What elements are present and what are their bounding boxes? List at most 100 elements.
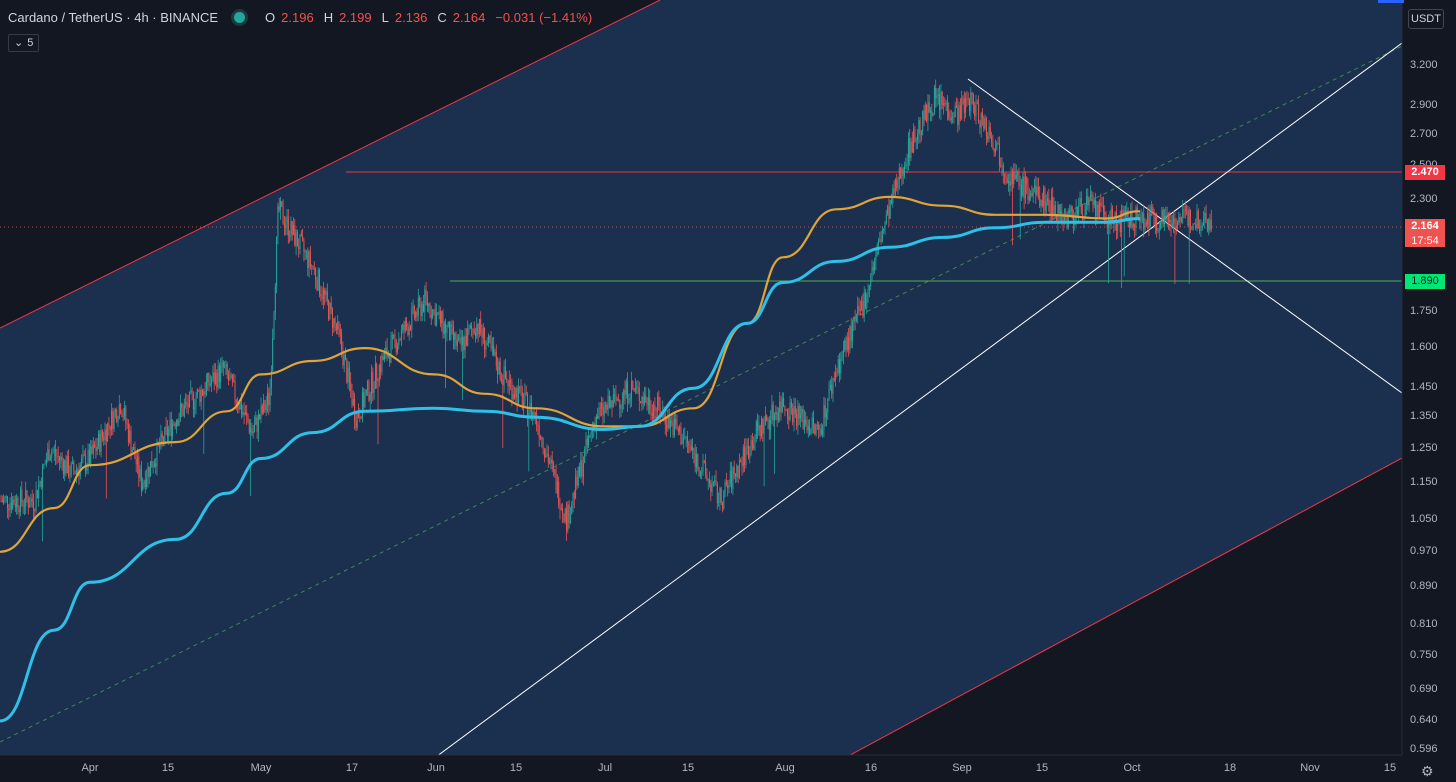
- candle-body: [272, 338, 274, 371]
- candle-body: [1021, 184, 1022, 196]
- candle-body: [966, 98, 968, 99]
- candle-body: [906, 162, 908, 166]
- candle-body: [844, 340, 846, 351]
- candle-body: [858, 306, 860, 311]
- symbol-title[interactable]: Cardano / TetherUS · 4h · BINANCE: [8, 10, 219, 25]
- candle-body: [1175, 225, 1177, 229]
- candle-body: [1069, 211, 1071, 214]
- candle-body: [998, 143, 1000, 165]
- channel-bottom-line[interactable]: [799, 457, 1403, 782]
- candle-body: [1188, 209, 1190, 226]
- candle-body: [649, 397, 651, 410]
- candle-body: [829, 384, 831, 388]
- candle-body: [169, 419, 171, 429]
- candle-body: [519, 386, 521, 388]
- candle-body: [208, 373, 210, 386]
- price-tick: 0.640: [1410, 714, 1438, 726]
- candle-body: [9, 502, 11, 510]
- candle-body: [1005, 175, 1007, 178]
- candle-body: [1171, 223, 1173, 227]
- channel-top-line[interactable]: [0, 0, 661, 329]
- candle-body: [221, 361, 223, 366]
- candle-body: [1032, 188, 1034, 196]
- currency-button[interactable]: USDT: [1408, 9, 1444, 29]
- price-tick: 1.050: [1410, 512, 1438, 525]
- candle-body: [53, 449, 55, 452]
- time-tick: Apr: [81, 762, 99, 774]
- candle-body: [710, 482, 712, 492]
- candle-body: [523, 401, 525, 408]
- candle-body: [1100, 202, 1102, 206]
- candle-body: [538, 426, 540, 438]
- candle-body: [699, 472, 701, 476]
- symbol-legend[interactable]: Cardano / TetherUS · 4h · BINANCE O 2.196…: [8, 10, 592, 25]
- candle-body: [1031, 193, 1033, 196]
- candle-body: [554, 469, 556, 474]
- candle-body: [849, 326, 851, 350]
- candle-body: [724, 482, 726, 492]
- candle-body: [1044, 188, 1046, 212]
- low-value: 2.136: [394, 10, 428, 25]
- candle-body: [814, 423, 816, 435]
- candle-body: [1180, 217, 1182, 222]
- candle-body: [432, 309, 434, 318]
- candle-body: [1106, 221, 1108, 228]
- candle-body: [1009, 180, 1011, 186]
- candle-body: [923, 110, 925, 120]
- candle-body: [229, 377, 231, 381]
- candle-body: [839, 359, 840, 374]
- candle-body: [1057, 204, 1059, 222]
- candle-body: [917, 133, 918, 141]
- close-value: 2.164: [452, 10, 486, 25]
- uptrend-line[interactable]: [401, 42, 1403, 782]
- candle-body: [1148, 213, 1150, 228]
- time-tick: 18: [1223, 762, 1237, 774]
- candle-body: [95, 447, 97, 451]
- candle-body: [537, 424, 539, 427]
- candle-body: [186, 401, 188, 404]
- candle-body: [329, 302, 331, 320]
- candle-body: [807, 426, 809, 430]
- candle-body: [832, 378, 834, 394]
- candle-body: [1157, 230, 1159, 232]
- moving-average-blue[interactable]: [0, 217, 1140, 723]
- downtrend-line[interactable]: [967, 78, 1403, 394]
- candle-body: [81, 459, 83, 465]
- candle-body: [641, 397, 643, 404]
- candle-body: [865, 292, 866, 308]
- candle-body: [516, 388, 518, 404]
- candle-body: [658, 396, 660, 407]
- candle-body: [216, 372, 218, 388]
- candle-body: [347, 367, 349, 383]
- gear-icon[interactable]: ⚙: [1421, 763, 1434, 779]
- candle-body: [1054, 205, 1056, 216]
- candle-body: [59, 456, 60, 461]
- candle-body: [507, 380, 509, 387]
- candle-body: [398, 339, 400, 346]
- candle-body: [299, 234, 301, 250]
- candle-body: [434, 310, 436, 325]
- indicators-toggle-button[interactable]: ⌄ 5: [8, 34, 40, 52]
- candle-body: [655, 410, 657, 412]
- candle-body: [204, 391, 206, 395]
- candle-body: [1195, 224, 1197, 229]
- candle-body: [605, 404, 606, 408]
- candle-body: [628, 401, 630, 403]
- candle-body: [1, 500, 3, 502]
- candle-body: [822, 429, 824, 435]
- candle-body: [634, 388, 636, 391]
- open-label: O: [265, 10, 276, 25]
- candle-body: [276, 236, 278, 287]
- candle-body: [98, 433, 99, 447]
- moving-average-orange[interactable]: [0, 195, 1140, 553]
- candle-body: [104, 429, 106, 440]
- candle-body: [255, 417, 257, 425]
- candle-body: [480, 319, 482, 333]
- candle-body: [1045, 201, 1047, 212]
- candle-body: [560, 508, 562, 510]
- channel-mid-line[interactable]: [0, 45, 1403, 743]
- price-tick: 0.596: [1410, 743, 1438, 755]
- candle-body: [527, 393, 528, 418]
- candle-body: [512, 394, 514, 400]
